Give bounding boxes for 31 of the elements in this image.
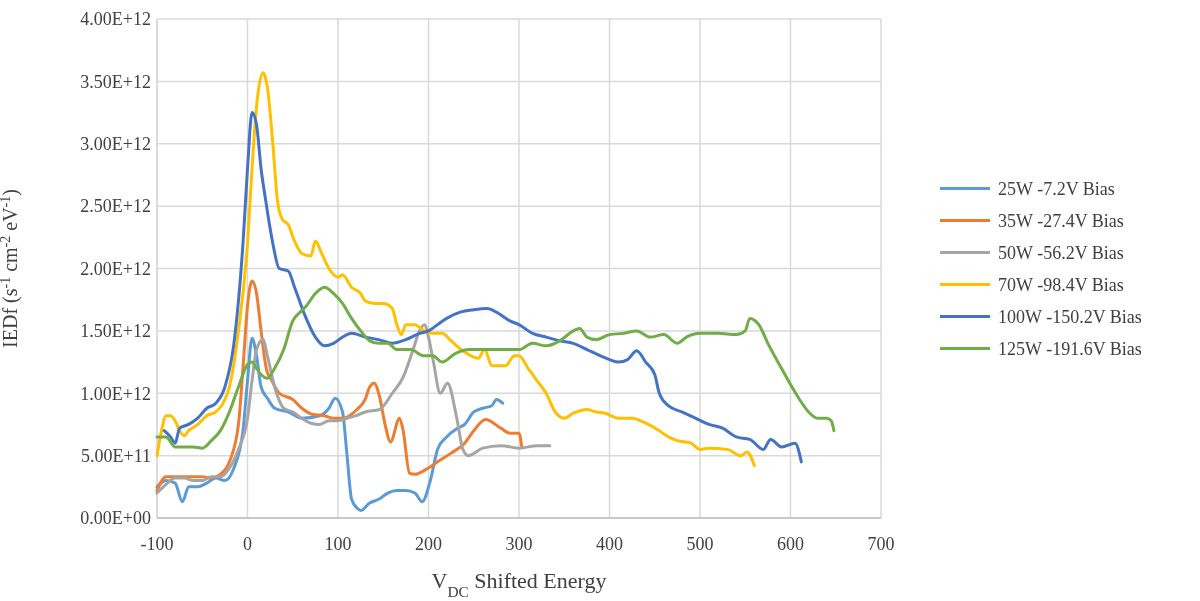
y-tick-label: 3.50E+12 [80,71,151,92]
legend-label: 25W -7.2V Bias [998,178,1115,199]
x-axis-title: V$_{DC}$ Shifted Energy [431,568,607,600]
x-tick-label: 700 [867,534,895,554]
line-series [162,111,803,464]
x-tick-label: -100 [140,534,174,554]
line-series [155,323,552,495]
y-tick-label: 2.50E+12 [80,196,151,217]
x-tick-label: 0 [243,534,252,554]
line-series [155,71,756,468]
y-tick-label: 3.00E+12 [80,134,151,155]
x-tick-label: 600 [777,534,804,554]
y-tick-label: 1.00E+12 [80,383,151,404]
y-tick-label: 5.00E+11 [81,445,151,466]
x-tick-label: 400 [596,534,623,554]
legend-label: 35W -27.4V Bias [998,210,1124,231]
y-tick-label: 1.50E+12 [80,321,151,342]
x-tick-label: 100 [324,534,352,554]
line-series [155,279,524,493]
x-tick-label: 200 [415,534,442,554]
y-tick-label: 4.00E+12 [80,9,151,30]
legend-label: 70W -98.4V Bias [998,274,1124,295]
line-series [155,336,505,513]
y-tick-label: 2.00E+12 [80,258,151,279]
legend-label: 50W -56.2V Bias [998,242,1124,263]
legend-label: 100W -150.2V Bias [998,306,1142,327]
y-tick-label: 0.00E+00 [80,508,151,529]
x-tick-label: 300 [505,534,533,554]
line-series [155,285,836,450]
x-tick-label: 500 [686,534,714,554]
legend-label: 125W -191.6V Bias [998,338,1142,359]
